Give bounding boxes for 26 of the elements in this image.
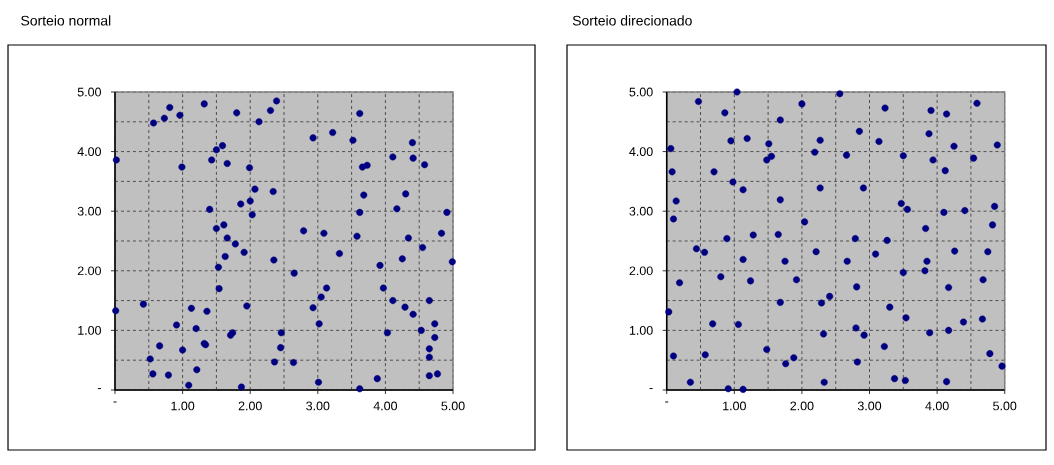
chart-title: Sorteio normal — [21, 15, 111, 26]
x-tick-label: 5.00 — [441, 401, 465, 411]
y-tick-label: 4.00 — [77, 147, 101, 156]
x-tick-label: 5.00 — [993, 401, 1017, 411]
x-tick-label: - — [665, 401, 669, 403]
y-tick-label: 4.00 — [629, 147, 653, 156]
x-tick-label: 2.00 — [790, 401, 814, 411]
x-tick-label: 1.00 — [723, 401, 746, 411]
x-tick-label: 3.00 — [857, 401, 882, 411]
y-tick-label: 1.00 — [78, 325, 101, 335]
y-tick-label: - — [97, 388, 101, 390]
y-tick-label: 1.00 — [629, 325, 653, 335]
y-tick-label: - — [649, 388, 653, 390]
chart-title: Sorteio direcionado — [572, 15, 692, 26]
x-tick-label: 3.00 — [306, 401, 330, 411]
y-tick-label: 2.00 — [629, 266, 653, 276]
y-tick-label: 3.00 — [629, 206, 653, 216]
x-tick-label: - — [113, 401, 117, 403]
y-tick-label: 3.00 — [77, 206, 101, 216]
x-tick-label: 4.00 — [373, 401, 398, 411]
y-tick-label: 2.00 — [77, 266, 101, 276]
x-tick-label: 4.00 — [925, 401, 949, 411]
x-tick-label: 2.00 — [238, 401, 262, 411]
y-tick-label: 5.00 — [629, 87, 653, 97]
y-tick-label: 5.00 — [77, 87, 101, 97]
x-tick-label: 1.00 — [171, 401, 195, 411]
